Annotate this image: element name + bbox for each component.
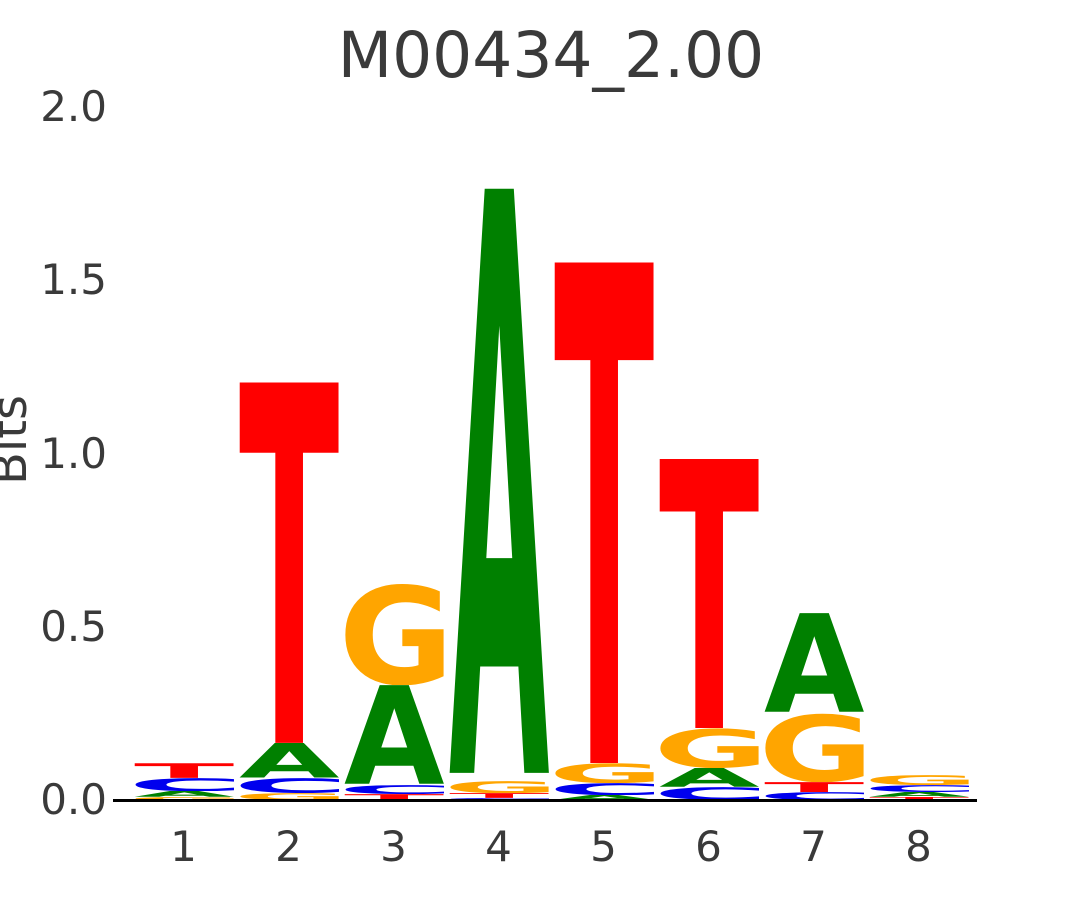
logo-letter-C-pos2: C bbox=[239, 778, 339, 793]
svg-text:C: C bbox=[449, 798, 549, 800]
svg-text:C: C bbox=[764, 792, 864, 800]
svg-text:T: T bbox=[449, 793, 549, 798]
svg-text:C: C bbox=[239, 778, 339, 793]
chart-title: M00434_2.00 bbox=[337, 19, 765, 92]
logo-letter-T-pos5: T bbox=[554, 255, 654, 763]
logo-letter-A-pos3: A bbox=[344, 685, 444, 785]
svg-text:G: G bbox=[554, 763, 654, 783]
svg-text:T: T bbox=[344, 794, 444, 800]
svg-text:A: A bbox=[134, 791, 234, 797]
y-tick-label-0.0: 0.0 bbox=[40, 775, 107, 824]
logo-letter-T-pos3: T bbox=[344, 794, 444, 800]
logo-letter-T-pos6: T bbox=[659, 455, 759, 728]
logo-letter-A-pos2: A bbox=[239, 743, 339, 778]
logo-letter-G-pos5: G bbox=[554, 763, 654, 783]
x-tick-label-4: 4 bbox=[485, 822, 512, 871]
svg-text:T: T bbox=[239, 377, 339, 743]
y-tick-label-1.5: 1.5 bbox=[40, 255, 107, 304]
x-tick-label-1: 1 bbox=[170, 822, 197, 871]
logo-letter-C-pos8: C bbox=[869, 785, 969, 792]
svg-text:G: G bbox=[134, 797, 234, 800]
logo-letter-A-pos4: A bbox=[449, 188, 549, 781]
svg-text:T: T bbox=[764, 782, 864, 792]
logo-letter-C-pos3: C bbox=[344, 785, 444, 794]
svg-text:G: G bbox=[659, 728, 759, 768]
svg-text:T: T bbox=[554, 255, 654, 763]
y-tick-label-1.0: 1.0 bbox=[40, 429, 107, 478]
logo-letter-C-pos5: C bbox=[554, 783, 654, 795]
x-tick-label-6: 6 bbox=[695, 822, 722, 871]
logo-letter-T-pos2: T bbox=[239, 377, 339, 743]
logo-letter-A-pos8: A bbox=[869, 792, 969, 797]
svg-text:C: C bbox=[554, 783, 654, 795]
logo-letter-T-pos1: T bbox=[134, 763, 234, 778]
x-axis-line bbox=[113, 799, 977, 802]
x-tick-label-7: 7 bbox=[800, 822, 827, 871]
svg-text:C: C bbox=[659, 787, 759, 800]
x-tick-label-5: 5 bbox=[590, 822, 617, 871]
svg-text:G: G bbox=[344, 583, 444, 685]
svg-text:A: A bbox=[344, 685, 444, 785]
logo-letter-A-pos5: A bbox=[554, 795, 654, 800]
x-tick-label-3: 3 bbox=[380, 822, 407, 871]
logo-letter-G-pos8: G bbox=[869, 775, 969, 785]
logo-letter-C-pos1: C bbox=[134, 778, 234, 791]
svg-text:A: A bbox=[554, 795, 654, 800]
svg-text:T: T bbox=[869, 797, 969, 800]
logo-letter-G-pos3: G bbox=[344, 583, 444, 685]
logo-letter-C-pos7: C bbox=[764, 792, 864, 800]
logo-letter-G-pos1: G bbox=[134, 797, 234, 800]
y-tick-label-0.5: 0.5 bbox=[40, 602, 107, 651]
logo-letter-T-pos4: T bbox=[449, 793, 549, 798]
svg-text:T: T bbox=[134, 763, 234, 778]
svg-text:A: A bbox=[659, 768, 759, 787]
svg-text:G: G bbox=[239, 793, 339, 800]
svg-text:G: G bbox=[764, 713, 864, 782]
svg-text:C: C bbox=[344, 785, 444, 794]
x-tick-label-8: 8 bbox=[905, 822, 932, 871]
x-tick-label-2: 2 bbox=[275, 822, 302, 871]
logo-letter-A-pos7: A bbox=[764, 613, 864, 713]
svg-text:A: A bbox=[239, 743, 339, 778]
svg-text:A: A bbox=[764, 613, 864, 713]
svg-text:G: G bbox=[869, 775, 969, 785]
y-tick-label-2.0: 2.0 bbox=[40, 82, 107, 131]
logo-letter-C-pos4: C bbox=[449, 798, 549, 800]
logo-letter-A-pos1: A bbox=[134, 791, 234, 797]
svg-text:G: G bbox=[449, 781, 549, 793]
logo-letter-C-pos6: C bbox=[659, 787, 759, 800]
logo-letter-G-pos7: G bbox=[764, 713, 864, 782]
logo-letter-G-pos4: G bbox=[449, 781, 549, 793]
logo-letter-A-pos6: A bbox=[659, 768, 759, 787]
logo-plot-area: GACTGCATTCAGCTGAACGTCAGTCTGATACG bbox=[131, 0, 971, 800]
logo-letter-T-pos8: T bbox=[869, 797, 969, 800]
svg-text:A: A bbox=[449, 188, 549, 781]
logo-letter-T-pos7: T bbox=[764, 782, 864, 792]
logo-letter-G-pos2: G bbox=[239, 793, 339, 800]
logo-letter-G-pos6: G bbox=[659, 728, 759, 768]
svg-text:T: T bbox=[659, 455, 759, 728]
svg-text:A: A bbox=[869, 792, 969, 797]
svg-text:C: C bbox=[134, 778, 234, 791]
svg-text:C: C bbox=[869, 785, 969, 792]
